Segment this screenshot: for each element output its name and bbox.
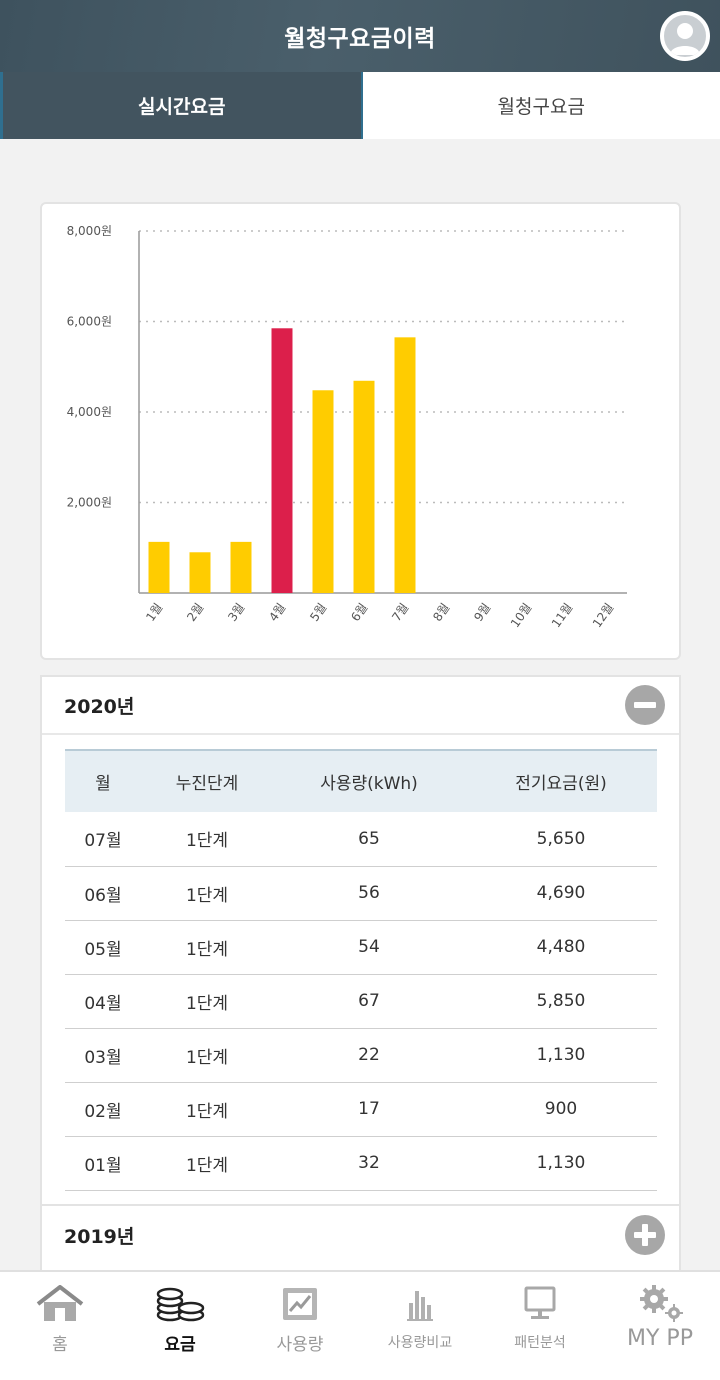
y-tick-label: 4,000원 — [67, 405, 112, 419]
nav-usage-compare[interactable]: 사용량비교 — [360, 1272, 480, 1380]
cell-fee: 1,130 — [465, 1028, 657, 1083]
nav-label-fee: 요금 — [164, 1335, 196, 1355]
y-tick-label: 2,000원 — [67, 496, 112, 510]
x-tick-label: 5월 — [307, 601, 329, 624]
cell-month: 01월 — [65, 1136, 141, 1191]
cell-month: 02월 — [65, 1082, 141, 1137]
x-tick-label: 3월 — [225, 601, 247, 624]
table-row: 03월 1단계 22 1,130 — [65, 1028, 657, 1083]
bar-5[interactable] — [312, 390, 334, 593]
x-tick-label: 8월 — [430, 601, 452, 624]
bar-1[interactable] — [148, 541, 170, 593]
y-tick-label: 8,000원 — [67, 224, 112, 238]
monthly-fee-chart: 2,000원 4,000원 6,000원 8,000원 1월 2월 3월 4월 5월 6월 7월 8월… — [40, 202, 681, 660]
x-tick-label: 12월 — [590, 601, 617, 631]
bar-3[interactable] — [230, 541, 252, 593]
cell-tier: 1단계 — [141, 1082, 273, 1137]
x-tick-label: 6월 — [348, 601, 370, 624]
table-row: 04월 1단계 67 5,850 — [65, 974, 657, 1029]
x-tick-label: 10월 — [508, 601, 535, 631]
x-tick-label: 11월 — [549, 601, 576, 631]
table-row: 07월 1단계 65 5,650 — [65, 812, 657, 867]
coins-icon — [152, 1284, 208, 1324]
cell-usage: 54 — [273, 920, 465, 975]
nav-usage[interactable]: 사용량 — [240, 1272, 360, 1380]
cell-month: 07월 — [65, 812, 141, 867]
cell-usage: 56 — [273, 866, 465, 921]
year-header-2020[interactable]: 2020년 — [42, 677, 679, 735]
cell-tier: 1단계 — [141, 1028, 273, 1083]
collapse-minus-icon[interactable] — [625, 685, 665, 725]
monthly-bill-table: 월 누진단계 사용량(kWh) 전기요금(원) 07월 1단계 65 5,650 06월… — [65, 749, 657, 1191]
x-tick-label: 9월 — [471, 601, 493, 624]
nav-label-pattern: 패턴분석 — [514, 1335, 566, 1351]
nav-label-home: 홈 — [52, 1335, 68, 1355]
cell-usage: 67 — [273, 974, 465, 1029]
cell-month: 03월 — [65, 1028, 141, 1083]
table-row: 06월 1단계 56 4,690 — [65, 866, 657, 921]
gears-icon — [632, 1284, 688, 1324]
cell-fee: 5,850 — [465, 974, 657, 1029]
nav-pattern[interactable]: 패턴분석 — [480, 1272, 600, 1380]
bar-2[interactable] — [189, 552, 211, 593]
app-header: 월청구요금이력 — [0, 0, 720, 72]
user-avatar-icon[interactable] — [660, 11, 710, 61]
year-card-2020: 2020년 월 누진단계 사용량(kWh) 전기요금(원) 07월 1단계 65 5,… — [40, 675, 681, 1209]
nav-label-mypp: MY PP — [627, 1326, 693, 1351]
cell-fee: 5,650 — [465, 812, 657, 867]
cell-tier: 1단계 — [141, 812, 273, 867]
y-tick-label: 6,000원 — [67, 315, 112, 329]
nav-home[interactable]: 홈 — [0, 1272, 120, 1380]
year-card-2019: 2019년 — [40, 1204, 681, 1274]
cell-fee: 900 — [465, 1082, 657, 1137]
nav-label-usage-compare: 사용량비교 — [387, 1335, 453, 1351]
tab-realtime-fee[interactable]: 실시간요금 — [0, 72, 363, 139]
monitor-icon — [512, 1284, 568, 1324]
nav-mypp[interactable]: MY PP — [600, 1272, 720, 1380]
expand-plus-icon[interactable] — [625, 1215, 665, 1255]
page-title: 월청구요금이력 — [284, 26, 436, 52]
table-row: 02월 1단계 17 900 — [65, 1082, 657, 1137]
cell-fee: 1,130 — [465, 1136, 657, 1191]
year-label: 2020년 — [64, 695, 135, 718]
bar-6[interactable] — [353, 380, 375, 593]
cell-tier: 1단계 — [141, 974, 273, 1029]
cell-month: 06월 — [65, 866, 141, 921]
tab-monthly-bill[interactable]: 월청구요금 — [362, 72, 720, 139]
col-header-tier: 누진단계 — [141, 749, 273, 812]
cell-usage: 65 — [273, 812, 465, 867]
nav-label-usage: 사용량 — [276, 1335, 324, 1355]
x-tick-label: 1월 — [143, 601, 165, 624]
cell-tier: 1단계 — [141, 866, 273, 921]
col-header-usage: 사용량(kWh) — [273, 749, 465, 812]
x-tick-label: 4월 — [266, 601, 288, 624]
tab-bar: 실시간요금 월청구요금 — [0, 72, 720, 139]
compare-bars-icon — [392, 1284, 448, 1324]
bar-chart-svg: 2,000원 4,000원 6,000원 8,000원 1월 2월 3월 4월 5월 6월 7월 8월… — [67, 224, 627, 631]
bar-4[interactable] — [271, 328, 293, 593]
usage-chart-icon — [272, 1284, 328, 1324]
cell-tier: 1단계 — [141, 920, 273, 975]
x-tick-label: 2월 — [184, 601, 206, 624]
year-label: 2019년 — [64, 1225, 135, 1248]
cell-fee: 4,690 — [465, 866, 657, 921]
bar-7[interactable] — [394, 337, 416, 593]
table-header-row: 월 누진단계 사용량(kWh) 전기요금(원) — [65, 749, 657, 812]
cell-fee: 4,480 — [465, 920, 657, 975]
cell-month: 05월 — [65, 920, 141, 975]
bottom-nav: 홈 요금 사용량 — [0, 1270, 720, 1380]
cell-usage: 17 — [273, 1082, 465, 1137]
cell-usage: 22 — [273, 1028, 465, 1083]
home-icon — [32, 1284, 88, 1324]
year-header-2019[interactable]: 2019년 — [42, 1206, 679, 1264]
table-row: 05월 1단계 54 4,480 — [65, 920, 657, 975]
cell-month: 04월 — [65, 974, 141, 1029]
col-header-month: 월 — [65, 749, 141, 812]
nav-fee[interactable]: 요금 — [120, 1272, 240, 1380]
cell-tier: 1단계 — [141, 1136, 273, 1191]
x-tick-label: 7월 — [389, 601, 411, 624]
cell-usage: 32 — [273, 1136, 465, 1191]
col-header-fee: 전기요금(원) — [465, 749, 657, 812]
table-row: 01월 1단계 32 1,130 — [65, 1136, 657, 1191]
